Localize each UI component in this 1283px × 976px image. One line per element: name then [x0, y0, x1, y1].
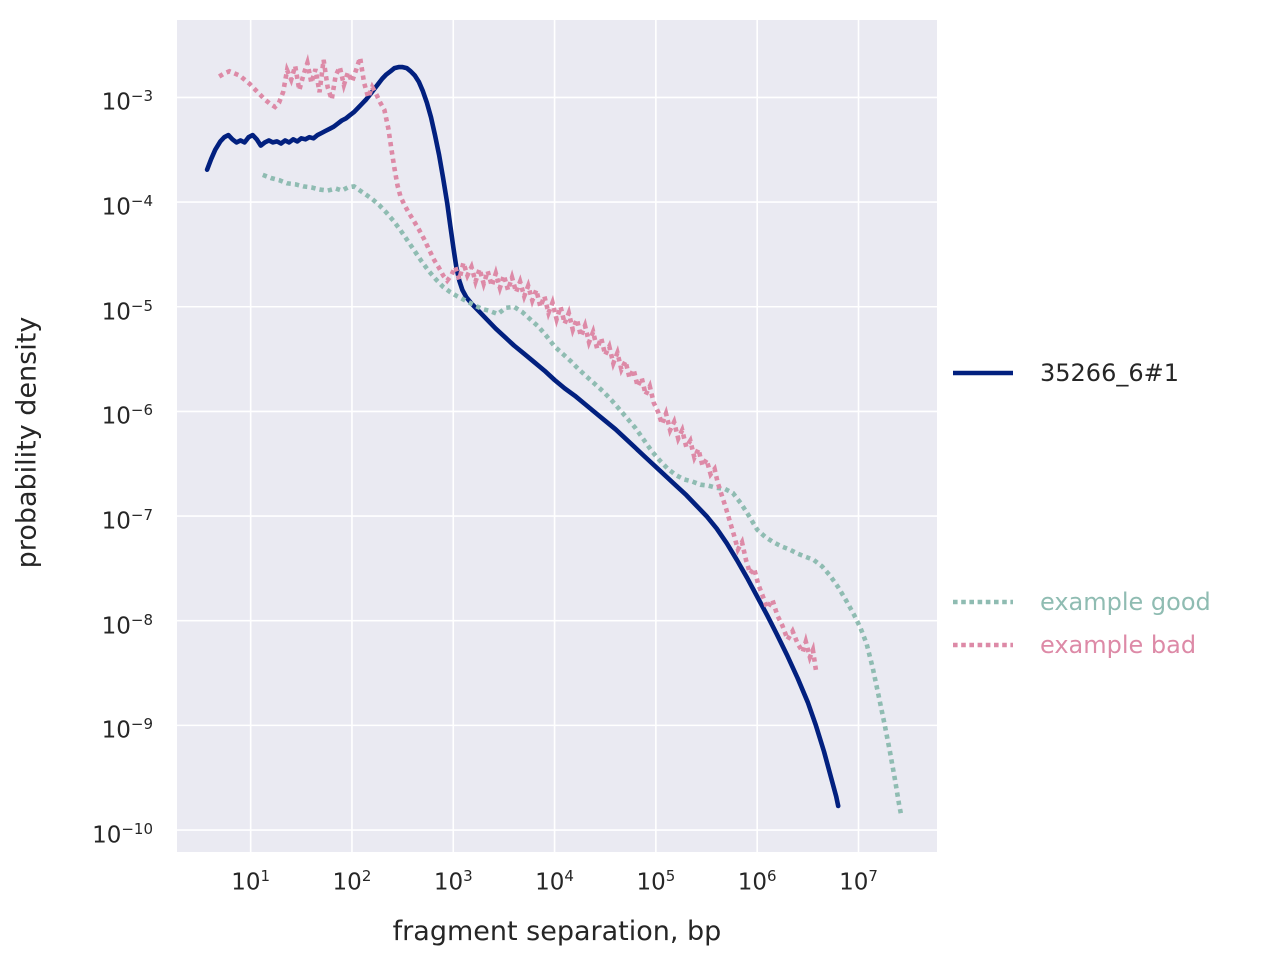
legend-label: example bad — [1040, 631, 1197, 659]
legend-label: 35266_6#1 — [1040, 359, 1179, 387]
y-axis-label: probability density — [11, 316, 43, 569]
legend-entry-35266-6-1: 35266_6#1 — [952, 359, 1179, 387]
y-tick-label: 10−5 — [101, 296, 153, 326]
legend-line-sample-solid — [953, 370, 1013, 376]
y-tick-label: 10−10 — [92, 820, 153, 849]
y-tick-label: 10−7 — [101, 506, 153, 535]
legend-entry-example-good: example good — [952, 588, 1211, 616]
series-line-35266-6-1 — [204, 64, 841, 809]
x-tick-label: 104 — [535, 867, 574, 896]
y-tick-label: 10−8 — [101, 610, 153, 640]
legend-line-sample-dotted — [953, 599, 1013, 605]
series-line-example-good — [261, 172, 904, 815]
legend-line-sample-dotted — [953, 642, 1013, 648]
y-tick-label: 10−9 — [101, 715, 153, 745]
x-tick-label: 101 — [231, 867, 271, 896]
legend-label: example good — [1040, 588, 1211, 616]
x-tick-label: 106 — [737, 867, 777, 896]
legend-entry-example-bad: example bad — [952, 631, 1196, 659]
y-tick-label: 10−4 — [101, 192, 153, 221]
chart-canvas — [177, 20, 937, 852]
y-tick-label: 10−3 — [101, 87, 153, 117]
x-tick-label: 103 — [433, 867, 473, 896]
x-axis-label: fragment separation, bp — [392, 916, 722, 947]
x-tick-label: 105 — [636, 867, 676, 896]
series-line-example-bad — [218, 53, 819, 671]
plot-area — [177, 20, 937, 852]
x-tick-label: 102 — [332, 867, 372, 896]
y-tick-label: 10−6 — [101, 401, 153, 431]
x-tick-label: 107 — [839, 867, 878, 896]
